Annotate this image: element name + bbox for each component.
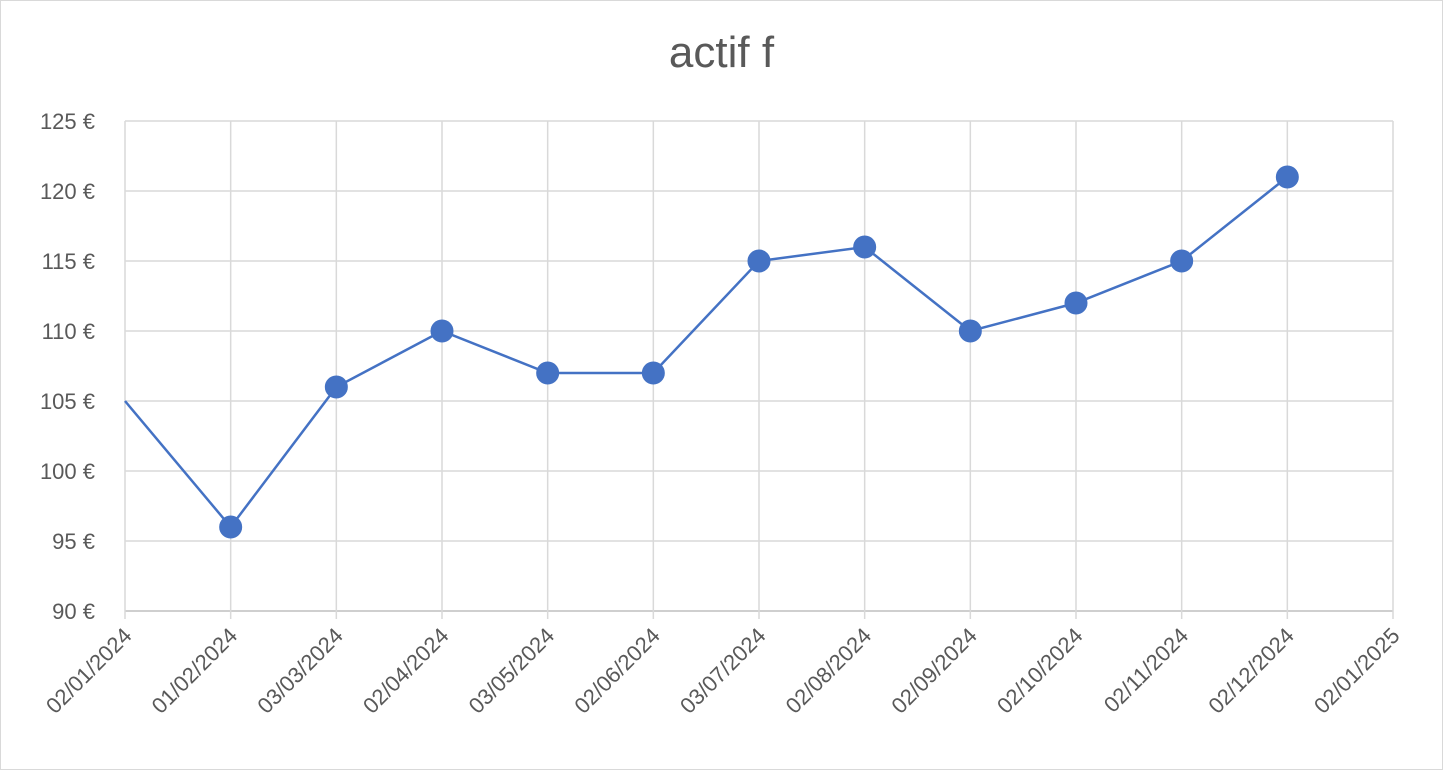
y-tick-label: 95 € [52, 529, 95, 554]
chart-title: actif f [668, 28, 775, 77]
y-tick-label: 100 € [40, 459, 95, 484]
y-tick-label: 110 € [42, 319, 95, 344]
x-tick-label: 02/01/2024 [41, 623, 137, 719]
x-tick-label: 02/11/2024 [1099, 623, 1193, 717]
data-point [1064, 291, 1088, 315]
x-axis-ticks: 02/01/2024 01/02/2024 03/03/2024 02/04/2024… [41, 623, 1405, 719]
x-tick-label: 02/09/2024 [886, 623, 982, 719]
data-point [853, 235, 877, 259]
gridlines [124, 120, 1394, 619]
series-layer [124, 165, 1299, 539]
x-tick-label: 02/12/2024 [1203, 623, 1299, 719]
data-point [536, 361, 560, 385]
data-point [958, 319, 982, 343]
data-point [324, 375, 348, 399]
x-tick-label: 01/02/2024 [147, 623, 243, 719]
x-tick-label: 02/08/2024 [781, 623, 877, 719]
y-tick-label: 125 € [40, 109, 95, 134]
data-point [430, 319, 454, 343]
y-tick-label: 120 € [40, 179, 95, 204]
x-tick-label: 02/04/2024 [358, 623, 454, 719]
series-line [124, 176, 1289, 530]
x-tick-label: 03/07/2024 [675, 623, 771, 719]
y-axis-ticks: 90 € 95 € 100 € 105 € 110 € 115 € 120 € 125 € [40, 109, 95, 624]
data-point [1275, 165, 1299, 189]
y-tick-label: 90 € [52, 599, 95, 624]
x-tick-label: 02/10/2024 [992, 623, 1088, 719]
x-tick-label: 03/03/2024 [252, 623, 348, 719]
x-tick-label: 02/01/2025 [1309, 623, 1405, 719]
data-point [1170, 249, 1194, 273]
data-point [641, 361, 665, 385]
y-tick-label: 105 € [40, 389, 95, 414]
data-point [219, 515, 243, 539]
y-tick-label: 115 € [42, 249, 95, 274]
x-tick-label: 03/05/2024 [464, 623, 560, 719]
x-tick-label: 02/06/2024 [569, 623, 665, 719]
data-point [747, 249, 771, 273]
